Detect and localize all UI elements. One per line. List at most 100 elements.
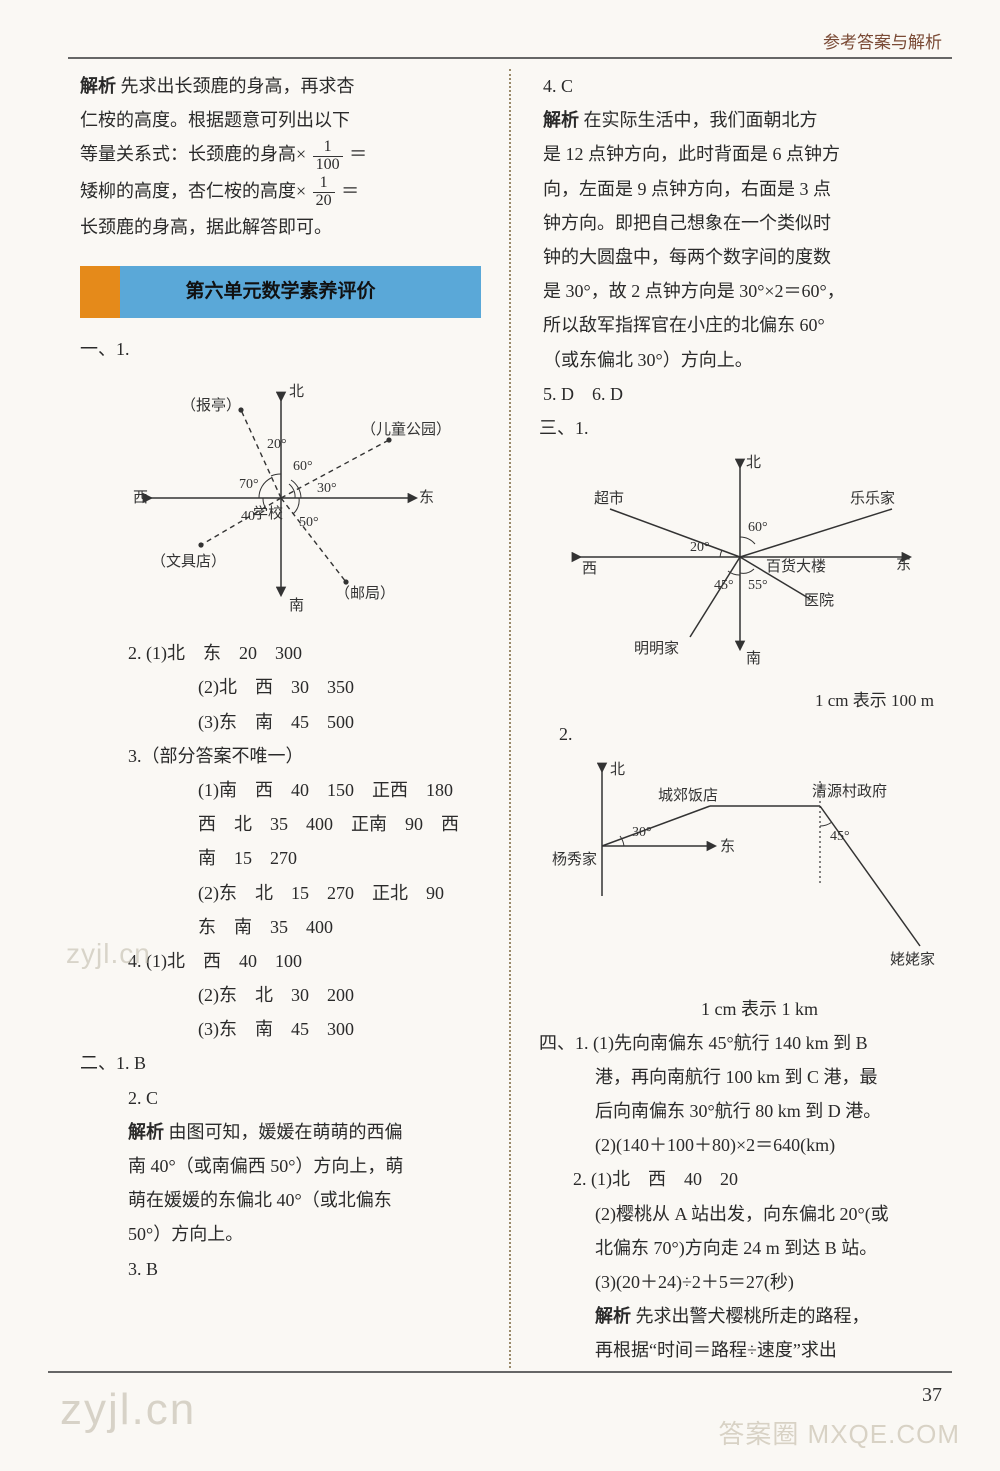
- svg-text:30°: 30°: [317, 481, 337, 496]
- label-analysis: 解析: [80, 76, 116, 96]
- scale-1: 1 cm 表示 100 m: [539, 685, 940, 717]
- d2-l2: (2)樱桃从 A 站出发，向东偏北 20°(或: [573, 1197, 889, 1231]
- q4-r2: (2)东 北 30 200: [128, 978, 354, 1012]
- b4-block: 4. C 解析 在实际生活中，我们面朝北方 是 12 点钟方向，此时背面是 6 …: [539, 69, 940, 377]
- label-analysis: 解析: [128, 1122, 164, 1142]
- svg-text:（文具店）: （文具店）: [151, 553, 226, 570]
- b2-head: 2. C: [128, 1088, 158, 1108]
- d2-l5: 先求出警犬樱桃所走的路程，: [636, 1306, 870, 1326]
- section-c-1: 三、1.: [539, 411, 940, 717]
- svg-text:超市: 超市: [594, 490, 624, 507]
- b4-l2: 是 12 点钟方向，此时背面是 6 点钟方: [543, 144, 840, 164]
- svg-text:城郊饭店: 城郊饭店: [658, 787, 718, 804]
- frac-num: 1: [313, 139, 343, 157]
- right-column: 4. C 解析 在实际生活中，我们面朝北方 是 12 点钟方向，此时背面是 6 …: [513, 69, 952, 1368]
- diagram-route-yang: 北 东 杨秀家 城郊饭店 清源村政府 姥姥家 30° 45°: [540, 756, 940, 986]
- q2-r1: (1)北 东 20 300: [146, 643, 302, 663]
- page-number: 37: [922, 1384, 942, 1407]
- b4-l3: 向，左面是 9 点钟方向，右面是 3 点: [543, 179, 831, 199]
- q3-r2: 西 北 35 400 正南 90 西: [128, 807, 459, 841]
- rule-top: [68, 57, 952, 59]
- c2-head: 2.: [539, 724, 573, 744]
- svg-text:20°: 20°: [267, 437, 287, 452]
- unit-title-text: 第六单元数学素养评价: [185, 281, 375, 302]
- frac-num: 1: [313, 175, 335, 193]
- section-d-1: 四、1. (1)先向南偏东 45°航行 140 km 到 B 港，再向南航行 1…: [539, 1026, 940, 1163]
- d2-l6: 再根据“时间＝路程÷速度”求出: [573, 1333, 837, 1367]
- b2-l1: 由图可知，媛媛在萌萌的西偏: [169, 1122, 403, 1142]
- q3-r1: (1)南 西 40 150 正西 180: [128, 773, 453, 807]
- d1-l2: 港，再向南航行 100 km 到 C 港，最: [539, 1060, 878, 1094]
- svg-text:东: 东: [896, 556, 911, 573]
- svg-text:70°: 70°: [239, 477, 259, 492]
- frac-den: 100: [313, 157, 343, 174]
- intro-line-1b: 仁桉的高度。根据题意可列出以下: [80, 110, 350, 130]
- fraction-1-100: 1 100: [313, 139, 343, 174]
- c2-block: 2.: [539, 717, 940, 1025]
- q4-r3: (3)东 南 45 300: [128, 1012, 354, 1046]
- rule-bottom: [48, 1371, 952, 1373]
- b4-l4: 钟方向。即把自己想象在一个类似时: [543, 213, 831, 233]
- intro-line-2: 长颈鹿的身高，据此解答即可。: [80, 217, 332, 237]
- svg-text:北: 北: [746, 454, 761, 471]
- svg-text:东: 东: [419, 489, 434, 506]
- b56: 5. D 6. D: [539, 377, 940, 411]
- label-analysis: 解析: [543, 110, 579, 130]
- d2-head: 2.: [573, 1169, 587, 1189]
- svg-text:东: 东: [720, 838, 735, 855]
- q2-head: 2.: [128, 643, 142, 663]
- q3-block: 3.（部分答案不唯一） (1)南 西 40 150 正西 180 西 北 35 …: [80, 739, 481, 944]
- unit-title: 第六单元数学素养评价: [80, 266, 481, 318]
- svg-text:55°: 55°: [748, 578, 768, 593]
- svg-text:60°: 60°: [748, 520, 768, 535]
- section-b-1: 二、1. B: [80, 1046, 481, 1080]
- svg-text:60°: 60°: [293, 459, 313, 474]
- q3-r5: 东 南 35 400: [128, 910, 333, 944]
- q3-head: 3.（部分答案不唯一）: [128, 746, 304, 766]
- svg-text:南: 南: [746, 650, 761, 667]
- intro-line-1a: 先求出长颈鹿的身高，再求杏: [121, 76, 355, 96]
- svg-text:45°: 45°: [714, 578, 734, 593]
- svg-text:西: 西: [133, 490, 148, 506]
- scale-2: 1 cm 表示 1 km: [539, 992, 940, 1026]
- svg-text:姥姥家: 姥姥家: [890, 951, 935, 968]
- b2-block: 2. C 解析 由图可知，媛媛在萌萌的西偏 南 40°（或南偏西 50°）方向上…: [80, 1081, 481, 1252]
- fraction-1-20: 1 20: [313, 175, 335, 210]
- svg-text:（儿童公园）: （儿童公园）: [361, 420, 441, 438]
- d1-l3: 后向南偏东 30°航行 80 km 到 D 港。: [539, 1094, 881, 1128]
- d2-l1: (1)北 西 40 20: [591, 1169, 738, 1189]
- eq1-post: ＝: [349, 144, 367, 164]
- section-d-label: 四、1.: [539, 1033, 589, 1053]
- svg-text:45°: 45°: [830, 829, 850, 844]
- diagram-compass-mall: 北 南 东 西 超市 乐乐家 百货大楼 医院 明明家 20° 60° 45°: [550, 449, 930, 679]
- svg-text:20°: 20°: [690, 540, 710, 555]
- svg-text:南: 南: [289, 597, 304, 614]
- b4-l5: 钟的大圆盘中，每两个数字间的度数: [543, 247, 831, 267]
- q3-r3: 南 15 270: [128, 841, 297, 875]
- q3-r4: (2)东 北 15 270 正北 90: [128, 876, 444, 910]
- svg-text:（报亭）: （报亭）: [181, 396, 241, 414]
- svg-text:明明家: 明明家: [634, 640, 679, 657]
- svg-text:西: 西: [582, 561, 597, 577]
- b2-l3: 萌在媛媛的东偏北 40°（或北偏东: [128, 1190, 392, 1210]
- b4-l7: 所以敌军指挥官在小庄的北偏东 60°: [543, 315, 825, 335]
- q4-head: 4.: [128, 951, 142, 971]
- svg-text:（邮局）: （邮局）: [335, 585, 395, 602]
- d1-l1: (1)先向南偏东 45°航行 140 km 到 B: [593, 1033, 868, 1053]
- svg-text:50°: 50°: [299, 515, 319, 530]
- eq2-post: ＝: [341, 181, 359, 201]
- svg-text:杨秀家: 杨秀家: [552, 851, 597, 868]
- b4-l8: （或东偏北 30°）方向上。: [543, 350, 753, 370]
- section-a-label: 一、1.: [80, 332, 130, 366]
- page-header: 参考答案与解析: [68, 28, 952, 53]
- watermark-bl: zyjl.cn: [60, 1385, 196, 1435]
- b4-l6: 是 30°，故 2 点钟方向是 30°×2＝60°，: [543, 281, 845, 301]
- label-analysis: 解析: [595, 1306, 631, 1326]
- eq2-pre: 矮柳的高度，杏仁桉的高度×: [80, 181, 306, 201]
- intro-block: 解析 先求出长颈鹿的身高，再求杏 仁桉的高度。根据题意可列出以下 等量关系式：长…: [80, 69, 481, 244]
- svg-text:北: 北: [289, 383, 304, 400]
- svg-text:清源村政府: 清源村政府: [812, 783, 887, 800]
- q4-r1: (1)北 西 40 100: [146, 951, 302, 971]
- d2-l4: (3)(20＋24)÷2＋5＝27(秒): [573, 1265, 794, 1299]
- svg-text:医院: 医院: [804, 591, 834, 609]
